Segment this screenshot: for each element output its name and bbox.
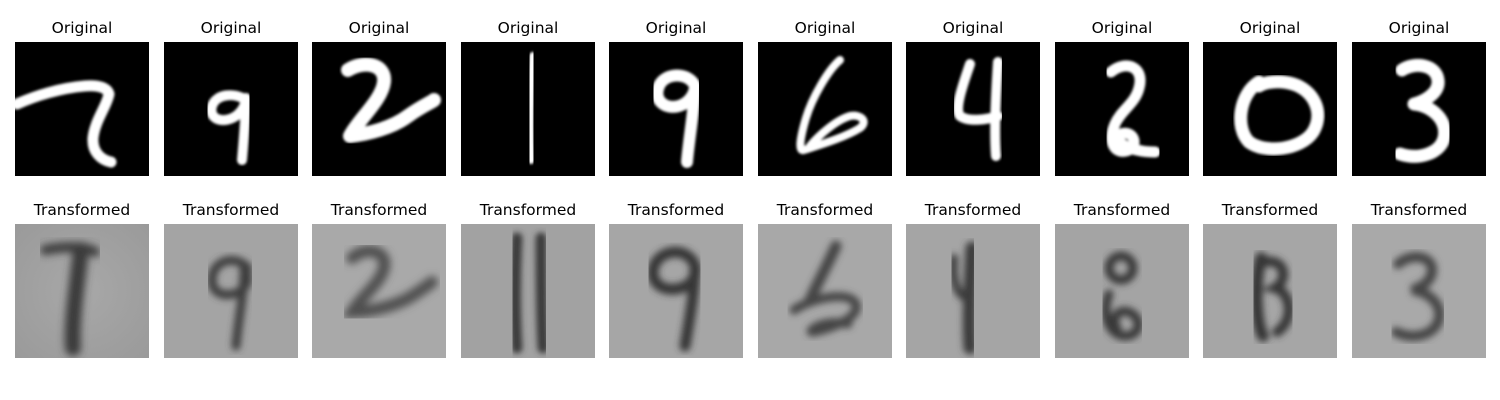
- panel-title: Original: [1388, 19, 1450, 37]
- original-digit-image: [15, 42, 149, 176]
- panel-title: Original: [645, 19, 707, 37]
- panel-title: Original: [794, 19, 856, 37]
- transformed-digit-image: [906, 224, 1040, 358]
- panel-title: Transformed: [479, 201, 577, 219]
- panel-title: Transformed: [182, 201, 280, 219]
- transformed-digit-image: [312, 224, 446, 358]
- panel-title: Transformed: [627, 201, 725, 219]
- transformed-digit-image: [461, 224, 595, 358]
- original-digit-image: [758, 42, 892, 176]
- transformed-digit-image: [609, 224, 743, 358]
- panel-title: Original: [942, 19, 1004, 37]
- transformed-digit-image: [15, 224, 149, 358]
- original-digit-image: [906, 42, 1040, 176]
- panel-title: Transformed: [330, 201, 428, 219]
- panel-title: Transformed: [776, 201, 874, 219]
- original-digit-image: [1203, 42, 1337, 176]
- panel-title: Original: [51, 19, 113, 37]
- transformed-digit-image: [164, 224, 298, 358]
- original-digit-image: [609, 42, 743, 176]
- original-digit-image: [164, 42, 298, 176]
- panel-title: Original: [1239, 19, 1301, 37]
- original-digit-image: [461, 42, 595, 176]
- panel-title: Original: [200, 19, 262, 37]
- panel-title: Transformed: [1221, 201, 1319, 219]
- panel-title: Transformed: [1370, 201, 1468, 219]
- transformed-digit-image: [1203, 224, 1337, 358]
- panel-title: Transformed: [1073, 201, 1171, 219]
- transformed-digit-image: [758, 224, 892, 358]
- panel-title: Transformed: [924, 201, 1022, 219]
- panel-title: Original: [497, 19, 559, 37]
- transformed-digit-image: [1352, 224, 1486, 358]
- original-digit-image: [1352, 42, 1486, 176]
- original-digit-image: [312, 42, 446, 176]
- panel-title: Original: [1091, 19, 1153, 37]
- panel-title: Transformed: [33, 201, 131, 219]
- transformed-digit-image: [1055, 224, 1189, 358]
- original-digit-image: [1055, 42, 1189, 176]
- panel-title: Original: [348, 19, 410, 37]
